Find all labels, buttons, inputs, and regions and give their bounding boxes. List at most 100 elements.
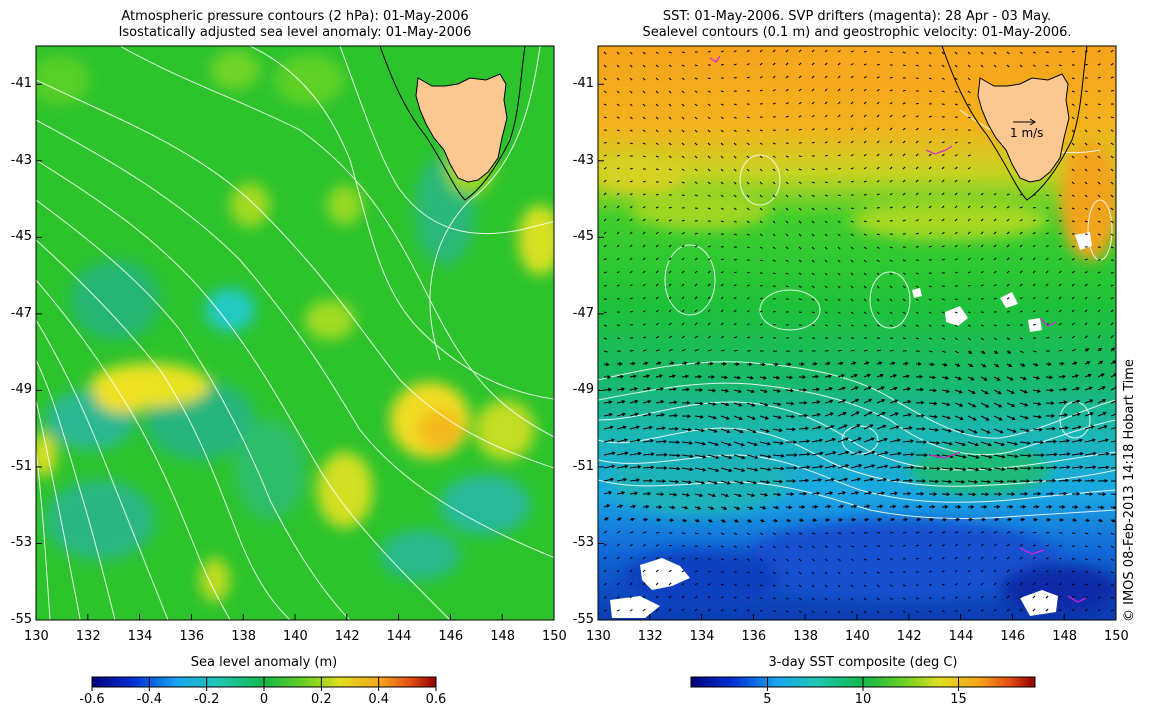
velocity-arrow [915, 77, 919, 79]
velocity-arrow [1097, 322, 1101, 326]
velocity-arrow [915, 64, 919, 67]
velocity-arrow [655, 193, 659, 196]
velocity-arrow [746, 323, 750, 326]
velocity-arrow [915, 298, 919, 302]
velocity-arrow [655, 544, 660, 547]
velocity-arrow [863, 140, 867, 144]
velocity-arrow [1006, 218, 1010, 222]
velocity-arrow [603, 426, 614, 430]
velocity-arrow-head [891, 361, 896, 366]
velocity-arrow [889, 466, 901, 469]
velocity-arrow-head [1102, 492, 1107, 497]
velocity-arrow [642, 103, 646, 107]
velocity-arrow [993, 205, 997, 209]
velocity-arrow [798, 298, 802, 301]
velocity-arrow [876, 180, 880, 183]
velocity-arrow [889, 610, 893, 614]
velocity-arrow [837, 62, 841, 66]
velocity-arrow-head [923, 440, 928, 444]
velocity-arrow [720, 322, 724, 326]
velocity-arrow-head [697, 506, 702, 510]
velocity-arrow [681, 142, 685, 146]
velocity-arrow-head [894, 399, 899, 403]
velocity-arrow [746, 207, 750, 211]
velocity-arrow-head [884, 451, 889, 455]
velocity-arrow [824, 400, 833, 404]
velocity-arrow [1058, 257, 1062, 261]
velocity-arrow [876, 558, 880, 561]
velocity-arrow [1097, 466, 1109, 469]
velocity-arrow [642, 142, 646, 145]
velocity-arrow-head [819, 451, 824, 456]
velocity-arrow-head [1040, 466, 1045, 470]
velocity-arrow [902, 466, 914, 469]
velocity-arrow [746, 454, 758, 459]
velocity-arrow [980, 270, 984, 274]
velocity-arrow [980, 556, 984, 560]
velocity-arrow-head [959, 403, 964, 407]
velocity-arrow [1097, 399, 1106, 404]
velocity-arrow [902, 179, 906, 183]
velocity-arrow [733, 558, 737, 561]
velocity-arrow-head [661, 413, 666, 417]
velocity-arrow [759, 129, 763, 132]
velocity-arrow-head [647, 399, 652, 404]
x-tick-label: 136 [741, 629, 767, 644]
velocity-arrow [655, 582, 659, 586]
velocity-arrow [629, 244, 633, 248]
velocity-arrow [785, 220, 789, 224]
velocity-arrow [733, 428, 743, 433]
velocity-arrow [707, 309, 711, 313]
velocity-arrow-head [971, 390, 976, 394]
velocity-arrow [798, 440, 810, 443]
velocity-arrow [1071, 155, 1075, 159]
velocity-arrow-head [658, 505, 663, 509]
right-map-panel [598, 46, 1116, 620]
velocity-arrow [1032, 64, 1036, 67]
velocity-arrow-head [1050, 388, 1055, 393]
velocity-arrow-head [907, 491, 912, 496]
velocity-arrow [694, 245, 698, 248]
velocity-arrow-head [723, 506, 728, 510]
velocity-arrow [616, 582, 620, 586]
velocity-arrow-head [842, 491, 847, 495]
velocity-arrow [746, 389, 755, 393]
velocity-arrow [694, 64, 698, 67]
velocity-arrow-head [790, 492, 795, 496]
velocity-arrow [694, 335, 698, 339]
velocity-arrow [954, 493, 963, 495]
velocity-arrow [863, 610, 867, 614]
velocity-arrow-head [829, 399, 834, 404]
velocity-arrow [746, 571, 750, 574]
velocity-arrow [1071, 207, 1075, 210]
velocity-arrow [941, 231, 945, 235]
velocity-arrow [850, 220, 854, 223]
velocity-arrow [1110, 129, 1114, 132]
velocity-arrow-head [921, 413, 926, 418]
velocity-arrow [629, 77, 633, 81]
velocity-arrow [798, 427, 808, 430]
x-tick-label: 140 [283, 629, 308, 644]
velocity-arrow-head [881, 411, 886, 416]
velocity-arrow [707, 335, 711, 339]
velocity-arrow [707, 389, 716, 392]
velocity-arrow [720, 480, 731, 485]
velocity-arrow [642, 440, 654, 443]
velocity-arrow [759, 389, 768, 393]
velocity-arrow-head [871, 464, 876, 468]
x-tick-label: 132 [75, 629, 101, 644]
velocity-arrow [642, 205, 646, 209]
velocity-arrow-head [1092, 451, 1097, 456]
velocity-arrow [1045, 466, 1057, 469]
velocity-arrow [967, 311, 971, 314]
velocity-arrow [811, 75, 815, 79]
velocity-arrow [1019, 428, 1030, 432]
velocity-arrow [850, 478, 861, 482]
velocity-arrow-head [1024, 415, 1030, 420]
velocity-arrow [629, 142, 633, 145]
velocity-arrow [889, 179, 893, 183]
velocity-arrow [850, 349, 855, 352]
velocity-arrow-head [739, 429, 744, 434]
velocity-arrow [967, 192, 971, 196]
velocity-arrow [941, 441, 953, 445]
